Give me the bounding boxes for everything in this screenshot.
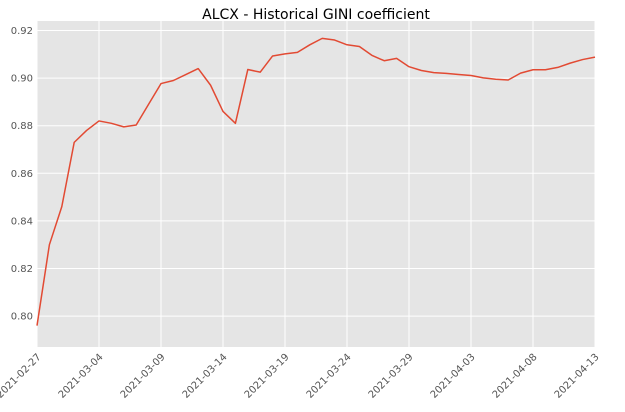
chart-title: ALCX - Historical GINI coefficient (202, 7, 430, 23)
x-tick-label: 2021-03-19 (243, 352, 292, 401)
y-tick-label: 0.86 (11, 169, 33, 180)
y-tick-label: 0.90 (11, 74, 33, 85)
y-tick-label: 0.84 (11, 216, 33, 227)
plot-background (37, 21, 595, 347)
x-tick-label: 2021-04-13 (553, 352, 602, 401)
y-tick-label: 0.80 (11, 312, 33, 323)
x-tick-label: 2021-04-08 (491, 352, 540, 401)
x-tick-label: 2021-03-09 (119, 352, 168, 401)
x-axis: 2021-02-27 2021-03-04 2021-03-09 2021-03-14… (0, 352, 602, 401)
x-tick-label: 2021-03-04 (57, 352, 106, 401)
x-tick-label: 2021-03-14 (181, 352, 230, 401)
y-axis: 0.80 0.82 0.84 0.86 0.88 0.90 0.92 (11, 26, 33, 323)
series-line (36, 37, 596, 326)
grid (36, 21, 596, 347)
y-tick-label: 0.88 (11, 121, 33, 132)
x-tick-label: 2021-03-29 (367, 352, 416, 401)
y-tick-label: 0.92 (11, 26, 33, 37)
x-tick-label: 2021-04-03 (429, 352, 478, 401)
y-tick-label: 0.82 (11, 264, 33, 275)
x-tick-label: 2021-02-27 (0, 352, 44, 401)
x-tick-label: 2021-03-24 (305, 352, 354, 401)
